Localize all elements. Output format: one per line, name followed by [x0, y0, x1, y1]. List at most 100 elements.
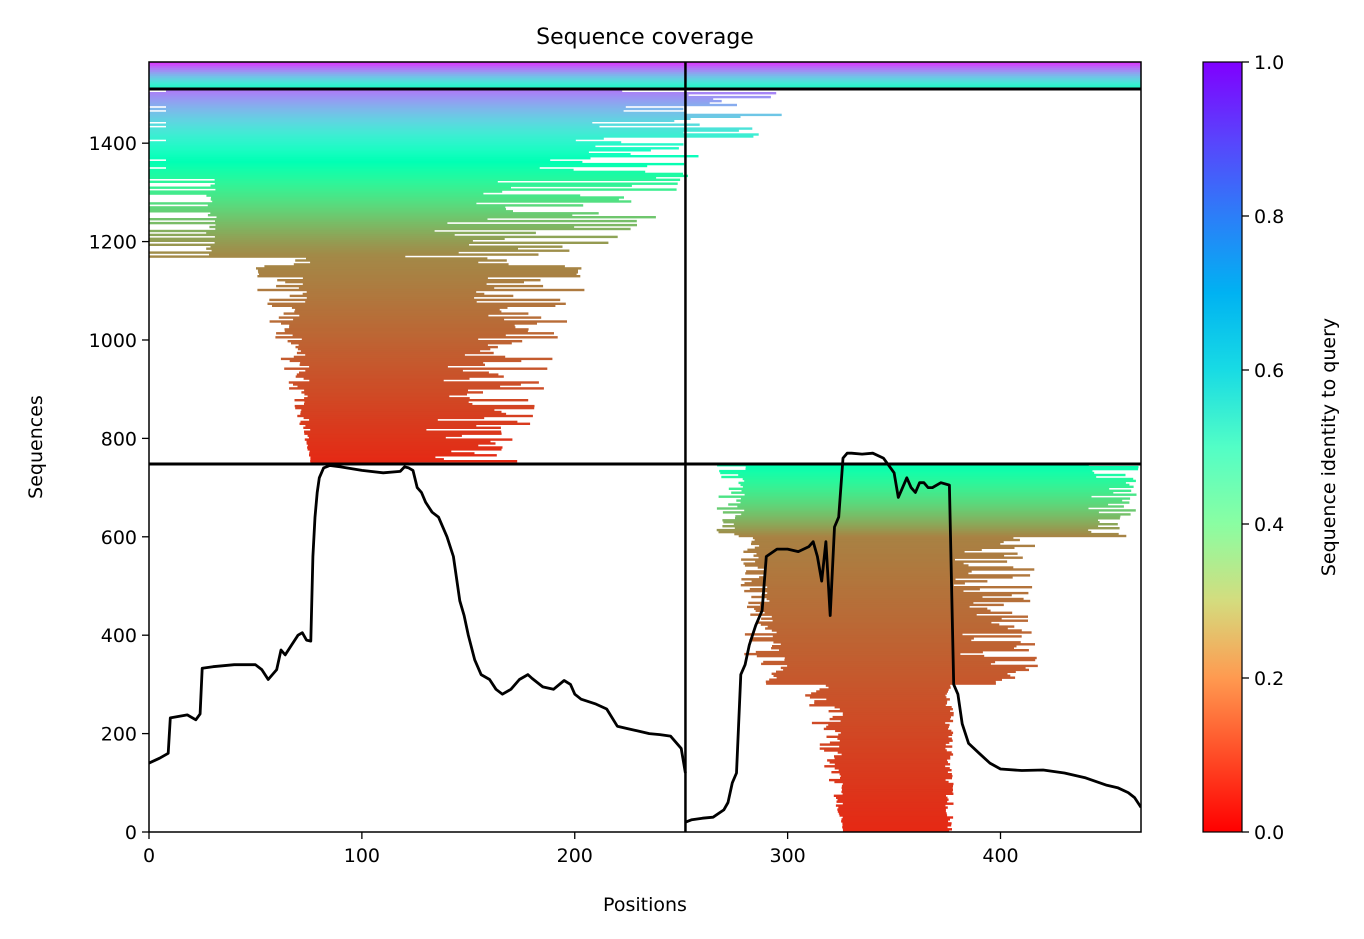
chain-b-msa-row [772, 645, 1017, 648]
chain-b-msa-row [840, 719, 954, 723]
chain-b-msa-row [744, 652, 961, 656]
chain-a-msa-row [302, 277, 488, 280]
chain-b-msa-row [744, 582, 965, 585]
paired-msa-row [149, 71, 1141, 74]
chain-a-msa-row [293, 355, 506, 359]
chain-b-msa-row [838, 812, 947, 815]
chain-b-msa-row [745, 465, 1139, 469]
chain-a-msa-row [267, 302, 566, 305]
chain-b-msa-row [722, 511, 1099, 514]
chain-b-msa-row [761, 662, 991, 666]
chain-a-msa-row [276, 332, 554, 335]
paired-msa-row [149, 83, 1141, 86]
chain-b-msa-row [840, 774, 953, 778]
chain-a-msa-row [210, 245, 563, 248]
chain-b-msa-row [758, 556, 1023, 559]
chain-b-msa-row [819, 688, 949, 691]
chain-b-msa-row [764, 611, 1013, 614]
chain-a-msa-row [303, 416, 485, 420]
chain-a-msa-row [307, 446, 503, 449]
chain-b-msa-row [749, 639, 972, 642]
coverage-heatmap [149, 62, 1141, 832]
chain-a-msa-row [304, 393, 467, 396]
chain-a-msa-row [149, 97, 714, 101]
chain-a-msa-row [212, 200, 632, 203]
chain-a-msa-row [149, 147, 679, 150]
chain-a-msa-row [149, 174, 688, 178]
chain-b-msa-row [838, 733, 953, 736]
chain-b-msa-row [837, 810, 946, 813]
chain-b-msa-row [748, 601, 974, 605]
chain-a-msa-row [308, 436, 446, 439]
chain-b-msa-row [834, 767, 950, 770]
chain-b-msa-row [842, 788, 953, 792]
chain-b-msa-row [740, 497, 1131, 500]
chain-b-msa-row [761, 617, 1002, 620]
chain-b-msa-row [823, 727, 949, 731]
chain-a-msa-row [149, 243, 469, 246]
chain-b-msa-row [741, 513, 1131, 516]
chain-b-msa-row [742, 477, 1134, 481]
chain-b-msa-row [841, 784, 953, 788]
chain-a-msa-row [289, 326, 516, 329]
chain-b-msa-row [834, 755, 951, 758]
colorbar-tick-label: 0.4 [1254, 514, 1284, 536]
chain-b-msa-row [839, 739, 953, 742]
chain-a-msa-row [269, 320, 567, 323]
chain-a-msa-row [287, 340, 523, 343]
chain-b-msa-row [772, 619, 1028, 622]
chain-a-msa-row [295, 259, 507, 262]
chain-b-msa-row [740, 584, 954, 587]
chain-a-msa-row [149, 137, 604, 140]
chain-a-msa-row [209, 225, 575, 229]
chain-b-msa-row [754, 538, 1020, 542]
chain-b-msa-row [738, 473, 1126, 477]
x-tick-label: 400 [982, 845, 1018, 867]
chain-b-msa-row [761, 593, 1012, 597]
chain-b-msa-row [754, 607, 988, 610]
chain-a-msa-row [166, 109, 624, 113]
y-tick-label: 800 [101, 428, 137, 450]
chain-a-msa-row [149, 251, 459, 254]
plot-frame [148, 61, 1142, 833]
chain-b-msa-row [824, 765, 946, 768]
chain-a-msa-row [295, 308, 500, 311]
paired-msa-row [149, 65, 1141, 68]
y-tick-label: 1000 [89, 330, 137, 352]
chain-b-msa-row [772, 635, 1022, 638]
chain-b-msa-row [747, 548, 982, 551]
chain-a-msa-row [149, 210, 513, 213]
chain-b-msa-row [766, 597, 1024, 601]
chain-b-msa-row [829, 741, 950, 744]
chain-b-msa-row [787, 664, 1038, 668]
x-tick-label: 200 [557, 845, 593, 867]
chain-a-msa-row [276, 284, 544, 288]
chain-a-msa-row [166, 121, 593, 124]
chain-a-msa-row [304, 401, 469, 404]
chain-b-msa-row [783, 668, 1029, 672]
chain-b-msa-row [755, 560, 1008, 563]
chain-b-msa-row [760, 603, 1004, 607]
chain-b-msa-row [755, 650, 983, 654]
chain-b-msa-row [842, 816, 954, 819]
chain-b-msa-row [751, 595, 983, 599]
x-axis-ticks: 0 100 200 300 400 [143, 832, 1019, 867]
chain-b-msa-row [842, 792, 954, 795]
chain-b-msa-row [839, 745, 953, 748]
chain-a-msa-row [166, 158, 551, 162]
chain-a-msa-row [294, 310, 502, 313]
chain-b-msa-row [744, 509, 1136, 512]
paired-msa-row [149, 79, 1141, 82]
chain-a-msa-row [281, 322, 537, 325]
chain-a-msa-row [309, 454, 497, 457]
paired-msa-row [149, 69, 1141, 72]
chain-a-msa-row [215, 227, 631, 231]
chain-a-msa-row [149, 95, 771, 99]
chain-a-msa-row [293, 318, 505, 321]
chain-b-msa-row [771, 647, 1014, 650]
chain-a-msa-row [295, 345, 498, 349]
chain-a-msa-row [149, 190, 503, 193]
chain-a-msa-row [294, 404, 535, 408]
chain-a-msa-row [264, 265, 565, 268]
chain-a-msa-row [215, 188, 677, 191]
